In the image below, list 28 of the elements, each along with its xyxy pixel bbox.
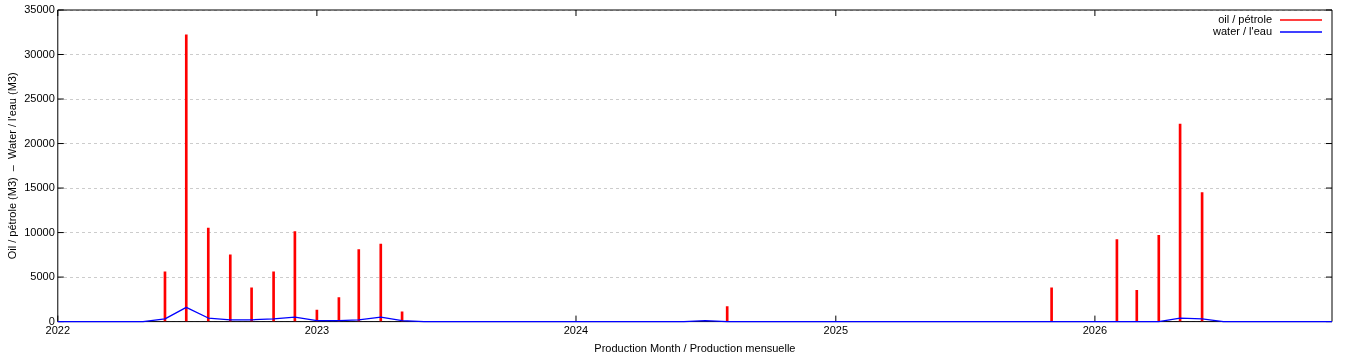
- y-tick-label: 15000: [24, 181, 55, 194]
- y-tick-label: 35000: [24, 3, 55, 16]
- bar: [250, 287, 253, 322]
- x-axis-title: Production Month / Production mensuelle: [594, 342, 796, 355]
- bar: [725, 306, 729, 322]
- x-tick-label: 2025: [823, 324, 849, 337]
- y-tick-label: 30000: [24, 47, 55, 60]
- y-tick-label: 0: [48, 314, 55, 327]
- y-tick-label: 5000: [30, 270, 55, 283]
- bar: [228, 254, 232, 322]
- x-tick-label: 2023: [304, 324, 330, 337]
- bar: [1050, 287, 1053, 322]
- bar: [379, 243, 383, 322]
- bar: [206, 227, 210, 322]
- legend-label: water / l'eau: [1212, 25, 1272, 38]
- legend-label: oil / pétrole: [1218, 13, 1272, 26]
- y-tick-label: 10000: [24, 225, 55, 238]
- bar: [357, 249, 361, 322]
- x-tick-label: 2022: [45, 324, 71, 337]
- y-axis-title: Oil / pétrole (M3) – Water / l'eau (M3): [5, 72, 18, 260]
- bar: [1135, 290, 1139, 322]
- y-tick-label: 20000: [24, 136, 55, 149]
- bar: [272, 271, 275, 322]
- y-tick-label: 25000: [24, 92, 55, 105]
- x-tick-label: 2024: [563, 324, 589, 337]
- bar: [1157, 234, 1161, 322]
- bar: [184, 34, 188, 322]
- x-tick-label: 2026: [1082, 324, 1108, 337]
